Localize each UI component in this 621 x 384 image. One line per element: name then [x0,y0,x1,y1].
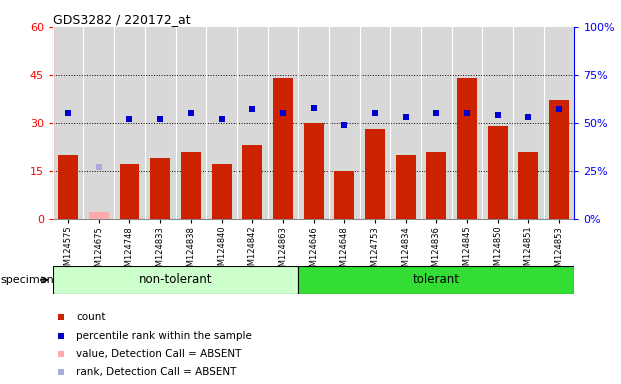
Bar [549,101,569,219]
Bar [427,152,446,219]
Bar [519,152,538,219]
Bar [273,78,293,219]
Text: specimen: specimen [1,275,55,285]
Text: GDS3282 / 220172_at: GDS3282 / 220172_at [53,13,191,26]
Text: non-tolerant: non-tolerant [138,273,212,286]
Bar [396,155,415,219]
Bar [365,129,385,219]
Text: value, Detection Call = ABSENT: value, Detection Call = ABSENT [76,349,242,359]
Bar [334,171,354,219]
Bar [242,145,262,219]
Bar [304,123,324,219]
Text: count: count [76,312,106,322]
Bar [457,78,477,219]
Bar [53,266,298,294]
Bar [150,158,170,219]
Bar [212,164,232,219]
Bar [181,152,201,219]
Bar [487,126,508,219]
Bar [298,266,574,294]
Bar [119,164,140,219]
Bar [89,212,109,219]
Text: percentile rank within the sample: percentile rank within the sample [76,331,252,341]
Text: rank, Detection Call = ABSENT: rank, Detection Call = ABSENT [76,367,237,377]
Bar [58,155,78,219]
Text: tolerant: tolerant [413,273,460,286]
